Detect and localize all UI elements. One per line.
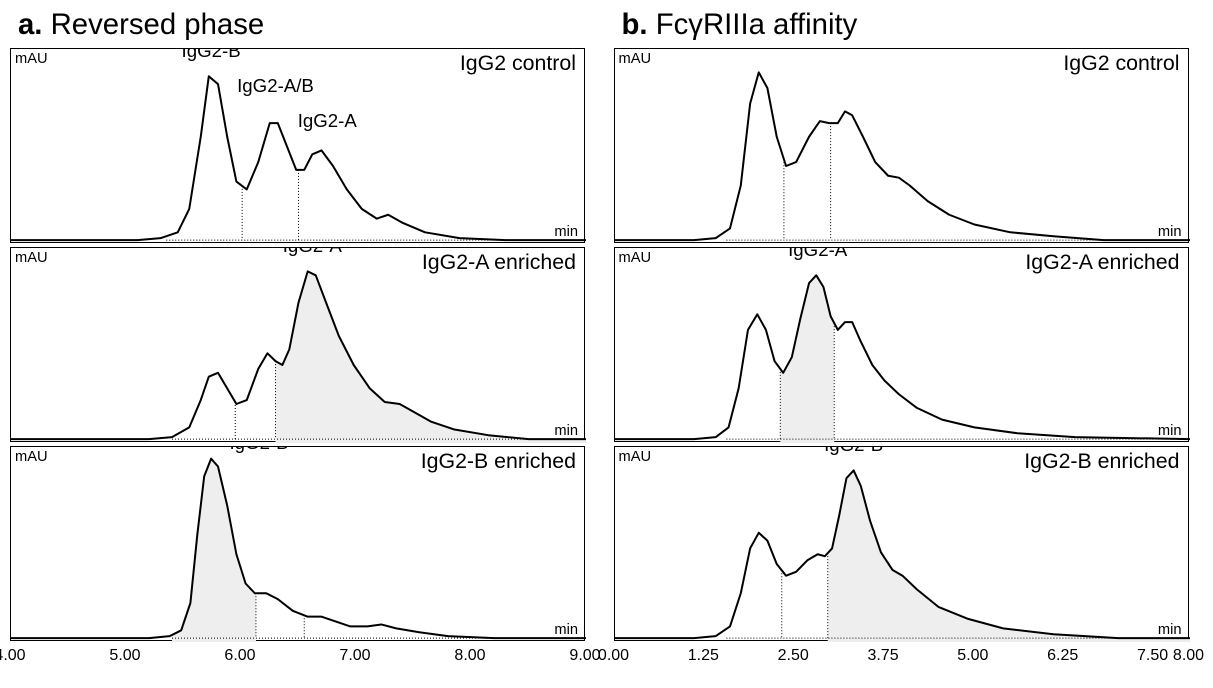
column-b: b. FcγRIIIa affinitymAUIgG2 controlminIg… <box>614 6 1204 667</box>
chromatogram-svg-a1: IgG2-B IgG2-A/B IgG2-A <box>11 49 586 244</box>
panel-title-a3: IgG2-B enriched <box>421 449 576 474</box>
x-tick-b-3: 3.75 <box>867 647 898 665</box>
y-axis-label-b1: mAU <box>619 51 652 67</box>
y-axis-label-a2: mAU <box>15 250 48 266</box>
panel-title-a2: IgG2-A enriched <box>422 250 576 275</box>
chromatogram-svg-b2: IgG2-A <box>615 248 1190 443</box>
peak-label-a1-2: IgG2-A <box>298 110 358 131</box>
y-axis-label-a3: mAU <box>15 449 48 465</box>
panels-a: IgG2-BIgG2-A/BIgG2-AmAUIgG2 controlminIg… <box>10 48 600 667</box>
panel-title-b2: IgG2-A enriched <box>1025 250 1179 275</box>
trace-b1 <box>615 72 1190 240</box>
panel-b3: IgG2-B mAU IgG2-B enriched min <box>614 446 1189 641</box>
x-tick-a-2: 6.00 <box>224 647 255 665</box>
peak-label-a1-0: IgG2-B <box>182 49 241 61</box>
x-tick-b-0: 0.00 <box>598 647 629 665</box>
peak-label-b3-0: IgG2-B <box>824 447 883 455</box>
panel-title-b3: IgG2-B enriched <box>1024 449 1179 474</box>
fill-region-b3 <box>827 470 1189 642</box>
peak-label-a1-1: IgG2-A/B <box>237 75 314 96</box>
chromatogram-svg-b3: IgG2-B <box>615 447 1190 642</box>
panel-title-b1: IgG2 control <box>1063 51 1179 76</box>
x-axis-label-a3: min <box>554 622 578 638</box>
panel-b2: IgG2-A mAU IgG2-A enriched min <box>614 247 1189 442</box>
x-axis-label-a1: min <box>554 224 578 240</box>
panel-a2: IgG2-A mAU IgG2-A enriched min <box>10 247 585 442</box>
fill-region-a3 <box>172 459 256 642</box>
x-axis-label-b3: min <box>1158 622 1182 638</box>
trace-a3 <box>11 459 586 638</box>
column-letter-b: b. <box>622 8 648 41</box>
x-tick-b-1: 1.25 <box>688 647 719 665</box>
x-tick-b-2: 2.50 <box>778 647 809 665</box>
panels-b: mAU IgG2 control min IgG2-A mAU IgG2-A enrich… <box>614 48 1204 667</box>
peak-label-a3-0: IgG2-B <box>230 447 289 453</box>
chromatogram-figure: a. Reversed phaseIgG2-BIgG2-A/BIgG2-AmAU… <box>0 0 1213 688</box>
panel-b1: mAU IgG2 control min <box>614 48 1189 243</box>
x-tick-a-1: 5.00 <box>109 647 140 665</box>
chromatogram-svg-b1 <box>615 49 1190 244</box>
fill-region-a2 <box>276 271 587 443</box>
column-name-a: Reversed phase <box>42 8 264 41</box>
x-tick-b-4: 5.00 <box>957 647 988 665</box>
x-tick-b-6: 7.50 <box>1137 647 1168 665</box>
y-axis-label-b2: mAU <box>619 250 652 266</box>
trace-b2 <box>615 275 1190 439</box>
x-tick-b-5: 6.25 <box>1047 647 1078 665</box>
chromatogram-svg-a2: IgG2-A <box>11 248 586 443</box>
chromatogram-svg-a3: IgG2-B <box>11 447 586 642</box>
x-tick-a-4: 8.00 <box>454 647 485 665</box>
column-title-b: b. FcγRIIIa affinity <box>614 6 1204 48</box>
x-axis-label-b2: min <box>1158 423 1182 439</box>
y-axis-label-b3: mAU <box>619 449 652 465</box>
x-axis-a: 4.005.006.007.008.009.00 <box>10 645 585 667</box>
x-tick-a-3: 7.00 <box>339 647 370 665</box>
y-axis-label-a1: mAU <box>15 51 48 67</box>
x-tick-b-7: 8.00 <box>1173 647 1204 665</box>
x-axis-label-a2: min <box>554 423 578 439</box>
column-letter-a: a. <box>18 8 42 41</box>
column-name-b: FcγRIIIa affinity <box>648 8 858 41</box>
panel-title-a1: IgG2 control <box>460 51 576 76</box>
x-axis-b: 0.001.252.503.755.006.257.508.00 <box>614 645 1189 667</box>
panel-a3: IgG2-B mAU IgG2-B enriched min <box>10 446 585 641</box>
x-tick-a-5: 9.00 <box>569 647 600 665</box>
peak-label-a2-0: IgG2-A <box>283 248 343 256</box>
column-title-a: a. Reversed phase <box>10 6 600 48</box>
columns-row: a. Reversed phaseIgG2-BIgG2-A/BIgG2-AmAU… <box>10 6 1203 667</box>
peak-label-b2-0: IgG2-A <box>788 248 848 260</box>
panel-a1: IgG2-B IgG2-A/B IgG2-A mAU IgG2 control min <box>10 48 585 243</box>
column-a: a. Reversed phaseIgG2-BIgG2-A/BIgG2-AmAU… <box>10 6 600 667</box>
x-tick-a-0: 4.00 <box>0 647 26 665</box>
x-axis-label-b1: min <box>1158 224 1182 240</box>
